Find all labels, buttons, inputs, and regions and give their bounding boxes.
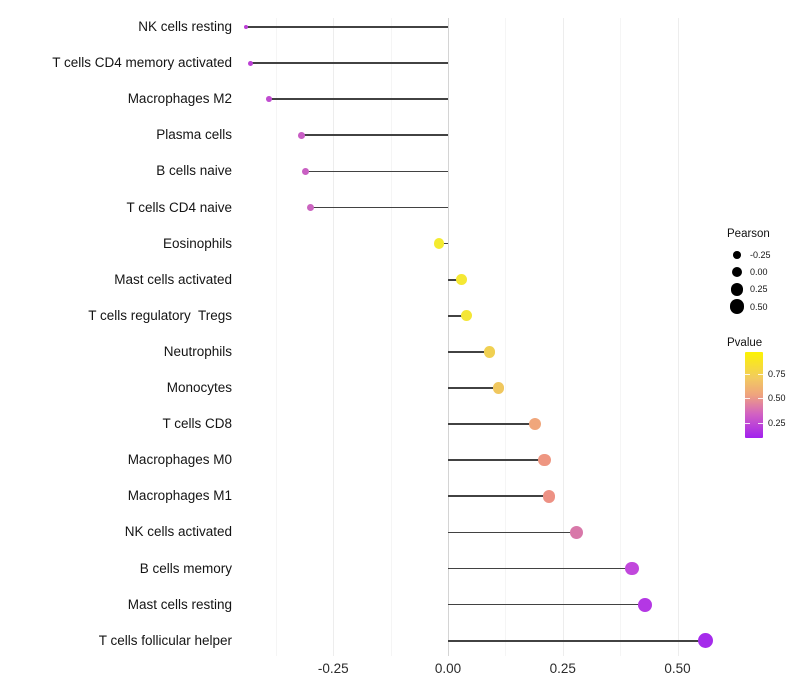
- size-legend-key-dot: [730, 283, 744, 296]
- colorbar-label: 0.75: [768, 368, 786, 379]
- colorbar-tick: [758, 373, 763, 375]
- lollipop-segment: [448, 314, 467, 317]
- y-axis-label: Macrophages M1: [127, 488, 232, 504]
- data-point: [460, 310, 472, 322]
- y-axis-label: T cells CD8: [162, 416, 232, 432]
- lollipop-segment: [448, 278, 462, 281]
- colorbar-label: 0.25: [768, 418, 786, 429]
- data-point: [248, 60, 254, 66]
- zero-reference-line: [448, 18, 449, 656]
- minor-gridline: [620, 18, 622, 656]
- size-legend-label: 0.50: [750, 301, 768, 312]
- y-axis-label: Macrophages M0: [127, 452, 232, 468]
- colorbar-tick: [758, 423, 763, 425]
- y-axis-label: Macrophages M2: [127, 91, 232, 107]
- minor-gridline: [390, 18, 392, 656]
- lollipop-segment: [246, 26, 448, 28]
- lollipop-segment: [448, 423, 536, 425]
- y-axis-label: B cells naive: [156, 163, 232, 179]
- lollipop-segment: [268, 98, 448, 101]
- x-axis-tick-label: 0.25: [549, 661, 576, 676]
- lollipop-segment: [448, 495, 549, 498]
- colorbar-label: 0.50: [768, 393, 786, 404]
- lollipop-segment: [305, 170, 448, 173]
- lollipop-segment: [448, 639, 706, 642]
- size-legend-key-dot: [733, 251, 741, 259]
- data-point: [243, 24, 249, 30]
- y-axis-label: Monocytes: [166, 380, 232, 395]
- y-axis-label: Mast cells activated: [114, 271, 232, 287]
- data-point: [638, 597, 653, 612]
- x-axis-tick-label: 0.00: [434, 661, 462, 676]
- size-legend-label: 0.25: [750, 284, 768, 295]
- colorbar-tick: [745, 373, 750, 375]
- y-axis-label: B cells memory: [139, 560, 232, 576]
- size-legend-label: -0.25: [750, 250, 771, 260]
- data-point: [433, 238, 444, 249]
- x-axis-tick-label: -0.25: [317, 661, 349, 676]
- x-axis-tick-label: 0.50: [664, 661, 691, 676]
- lollipop-segment: [448, 387, 499, 389]
- size-legend-key-dot: [729, 299, 745, 314]
- data-point: [483, 346, 495, 358]
- major-gridline: [333, 18, 335, 656]
- data-point: [456, 274, 468, 286]
- lollipop-segment: [301, 134, 448, 137]
- y-axis-label: T cells follicular helper: [98, 632, 232, 648]
- data-point: [570, 525, 583, 539]
- color-legend-title: Pvalue: [727, 337, 763, 349]
- data-point: [538, 453, 551, 467]
- size-legend-key-dot: [731, 266, 743, 278]
- size-legend-label: 0.00: [750, 267, 768, 278]
- y-axis-label: Mast cells resting: [127, 596, 232, 612]
- minor-gridline: [505, 18, 507, 656]
- lollipop-segment: [448, 567, 632, 570]
- y-axis-label: Neutrophils: [163, 343, 232, 359]
- minor-gridline: [275, 18, 277, 656]
- data-point: [624, 561, 639, 576]
- pvalue-colorbar: [745, 352, 763, 438]
- major-gridline: [562, 18, 564, 656]
- data-point: [297, 131, 305, 139]
- size-legend-title: Pearson: [727, 228, 770, 240]
- colorbar-tick: [745, 423, 750, 425]
- y-axis-label: T cells regulatory Tregs: [88, 307, 232, 323]
- lollipop-segment: [448, 531, 577, 534]
- y-axis-label: NK cells resting: [138, 19, 232, 34]
- lollipop-segment: [448, 603, 646, 606]
- data-point: [542, 490, 556, 503]
- colorbar-tick: [745, 398, 750, 400]
- data-point: [697, 633, 713, 649]
- y-axis-label: T cells CD4 memory activated: [52, 55, 232, 71]
- lollipop-segment: [310, 206, 448, 209]
- lollipop-segment: [448, 459, 545, 462]
- y-axis-label: Plasma cells: [156, 127, 232, 143]
- data-point: [266, 96, 272, 103]
- data-point: [492, 382, 505, 394]
- data-point: [302, 167, 310, 175]
- y-axis-label: NK cells activated: [124, 524, 232, 540]
- data-point: [306, 203, 314, 212]
- lollipop-segment: [448, 351, 490, 353]
- y-axis-label: Eosinophils: [162, 235, 232, 251]
- lollipop-segment: [250, 62, 448, 64]
- y-axis-label: T cells CD4 naive: [126, 199, 232, 215]
- colorbar-tick: [758, 398, 763, 400]
- major-gridline: [677, 18, 679, 656]
- data-point: [529, 417, 542, 431]
